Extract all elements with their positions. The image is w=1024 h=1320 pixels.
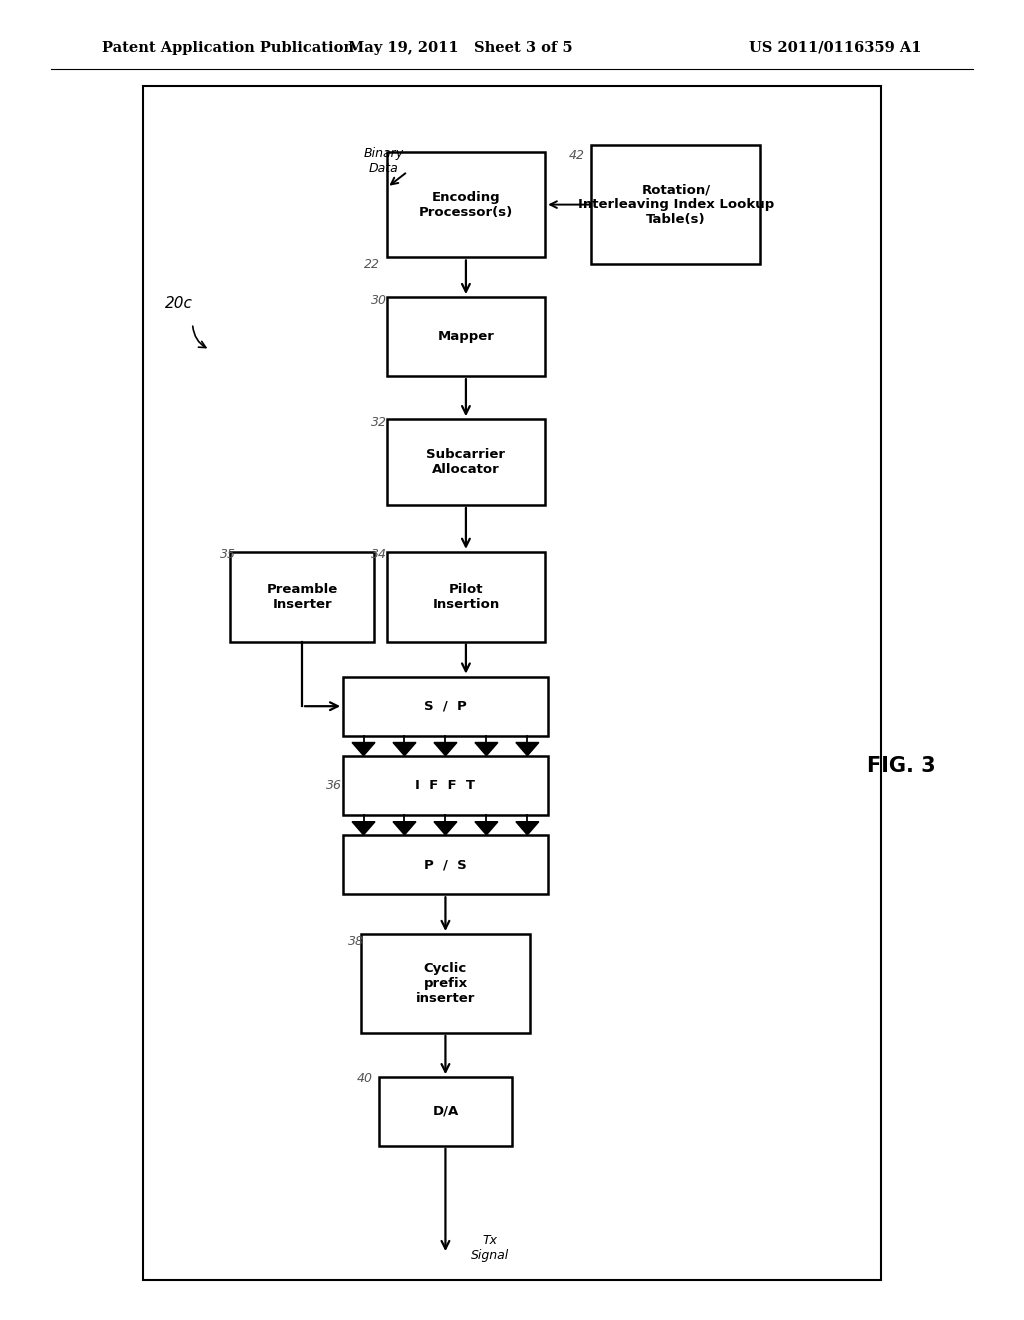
Bar xyxy=(343,676,548,737)
Text: P  /  S: P / S xyxy=(424,858,467,871)
FancyArrowPatch shape xyxy=(193,326,206,347)
Text: 38: 38 xyxy=(348,935,365,948)
Text: Rotation/
Interleaving Index Lookup
Table(s): Rotation/ Interleaving Index Lookup Tabl… xyxy=(578,183,774,226)
Polygon shape xyxy=(352,742,375,755)
Text: Patent Application Publication: Patent Application Publication xyxy=(102,41,354,54)
Polygon shape xyxy=(475,742,498,755)
Polygon shape xyxy=(516,821,539,836)
Text: Tx
Signal: Tx Signal xyxy=(471,1234,509,1262)
Polygon shape xyxy=(393,742,416,755)
Text: D/A: D/A xyxy=(432,1105,459,1118)
Text: 40: 40 xyxy=(356,1072,373,1085)
Polygon shape xyxy=(434,742,457,755)
Text: 22: 22 xyxy=(364,257,380,271)
Polygon shape xyxy=(516,742,539,755)
Text: US 2011/0116359 A1: US 2011/0116359 A1 xyxy=(750,41,922,54)
Bar xyxy=(379,1077,512,1146)
Bar xyxy=(360,935,530,1032)
Polygon shape xyxy=(434,821,457,836)
Bar xyxy=(387,418,545,504)
Text: 42: 42 xyxy=(568,149,585,162)
Text: Preamble
Inserter: Preamble Inserter xyxy=(266,582,338,611)
Bar xyxy=(592,145,760,264)
Text: I  F  F  T: I F F T xyxy=(416,779,475,792)
Bar xyxy=(343,755,548,814)
Text: Cyclic
prefix
inserter: Cyclic prefix inserter xyxy=(416,962,475,1005)
Polygon shape xyxy=(475,821,498,836)
Text: Pilot
Insertion: Pilot Insertion xyxy=(432,582,500,611)
Text: Mapper: Mapper xyxy=(437,330,495,343)
Polygon shape xyxy=(352,821,375,836)
Bar xyxy=(387,297,545,376)
Bar xyxy=(387,152,545,257)
Text: Encoding
Processor(s): Encoding Processor(s) xyxy=(419,190,513,219)
Text: S  /  P: S / P xyxy=(424,700,467,713)
Text: 32: 32 xyxy=(371,416,387,429)
Bar xyxy=(343,836,548,895)
Bar xyxy=(387,552,545,642)
Text: 20c: 20c xyxy=(165,296,194,312)
Text: 35: 35 xyxy=(220,548,237,561)
Bar xyxy=(230,552,374,642)
Text: 36: 36 xyxy=(326,779,342,792)
Text: FIG. 3: FIG. 3 xyxy=(866,755,936,776)
Text: May 19, 2011   Sheet 3 of 5: May 19, 2011 Sheet 3 of 5 xyxy=(348,41,573,54)
Polygon shape xyxy=(393,821,416,836)
Text: Subcarrier
Allocator: Subcarrier Allocator xyxy=(426,447,506,477)
Text: Binary
Data: Binary Data xyxy=(364,147,404,176)
Text: 34: 34 xyxy=(371,548,387,561)
Bar xyxy=(143,86,881,1280)
Text: 30: 30 xyxy=(371,294,387,308)
